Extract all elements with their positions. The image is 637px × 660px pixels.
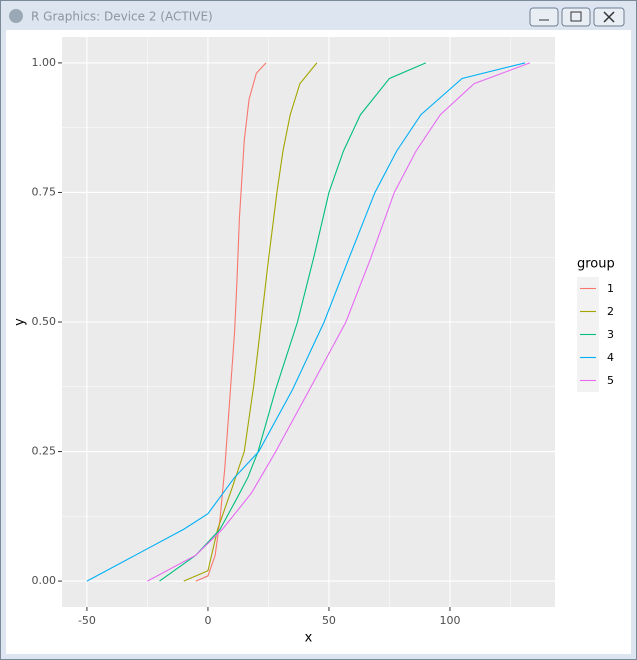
x-tick-label: 100 <box>439 614 460 627</box>
maximize-icon <box>570 11 582 22</box>
x-axis-label: x <box>305 631 313 646</box>
legend-label: 2 <box>607 305 614 318</box>
series-line <box>86 62 526 582</box>
y-tick-label: 0.25 <box>32 445 57 458</box>
y-axis-label: y <box>13 318 28 326</box>
series-line <box>183 62 318 582</box>
legend-label: 4 <box>607 351 614 364</box>
minimize-button[interactable] <box>529 7 559 27</box>
x-tick-label: 0 <box>204 614 211 627</box>
legend-label: 1 <box>607 282 614 295</box>
series-line <box>195 62 267 582</box>
y-tick-label: 0.00 <box>32 574 57 587</box>
window-title: R Graphics: Device 2 (ACTIVE) <box>31 10 213 24</box>
x-tick-label: 50 <box>322 614 336 627</box>
close-icon <box>603 11 615 23</box>
series-line <box>159 62 426 582</box>
r-icon <box>9 9 23 23</box>
chart: -50 0 50 100 0.00 0.25 0.50 0.75 1.00 x y group 1 2 3 4… <box>13 37 615 646</box>
y-tick-label: 1.00 <box>32 56 57 69</box>
legend-label: 5 <box>607 374 614 387</box>
legend-label: 3 <box>607 328 614 341</box>
y-tick-label: 0.50 <box>32 315 57 328</box>
legend-title: group <box>577 257 615 272</box>
x-tick-label: -50 <box>78 614 96 627</box>
series-line <box>147 62 531 582</box>
y-tick-label: 0.75 <box>32 185 57 198</box>
maximize-button[interactable] <box>561 7 591 27</box>
